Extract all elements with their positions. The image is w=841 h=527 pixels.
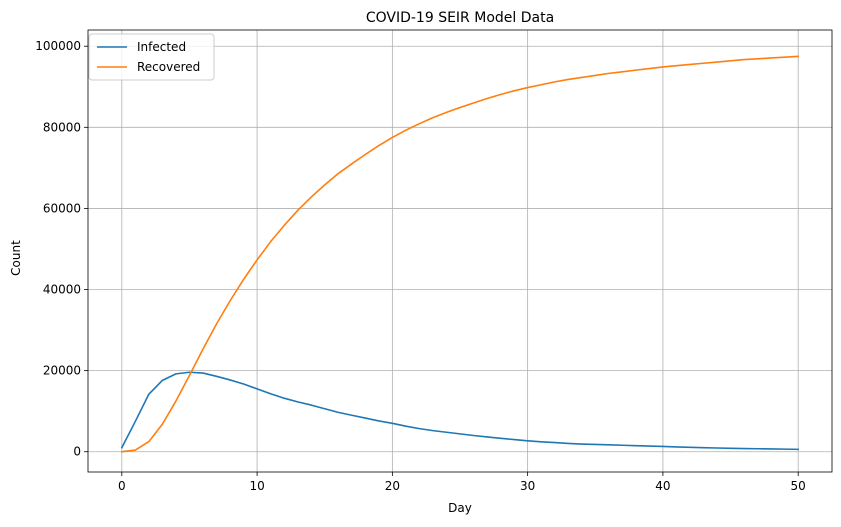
plot-frame [87, 29, 833, 473]
legend: Infected Recovered [88, 33, 215, 81]
y-tick-label: 0 [73, 445, 81, 459]
x-tick-label: 20 [385, 479, 400, 493]
legend-box [88, 33, 215, 81]
x-axis-label: Day [448, 501, 472, 515]
legend-label-recovered: Recovered [137, 60, 200, 74]
y-tick-label: 80000 [43, 120, 81, 134]
grid-lines [88, 30, 832, 472]
x-tick-label: 0 [118, 479, 126, 493]
x-tick-label: 50 [791, 479, 806, 493]
y-tick-label: 20000 [43, 364, 81, 378]
chart-title: COVID-19 SEIR Model Data [366, 10, 554, 26]
x-tick-label: 30 [520, 479, 535, 493]
axis-ticks: 0 10 20 30 40 50 0 20000 40000 60000 80000 100000 [35, 39, 806, 493]
series-line-recovered [120, 55, 800, 453]
x-tick-label: 10 [249, 479, 264, 493]
y-tick-label: 100000 [35, 39, 81, 53]
series-lines [120, 55, 800, 453]
x-tick-label: 40 [655, 479, 670, 493]
y-axis-label: Count [9, 240, 23, 276]
y-tick-label: 60000 [43, 201, 81, 215]
series-line-infected [120, 371, 799, 451]
legend-label-infected: Infected [137, 40, 186, 54]
y-tick-label: 40000 [43, 283, 81, 297]
plot-area [88, 30, 832, 472]
